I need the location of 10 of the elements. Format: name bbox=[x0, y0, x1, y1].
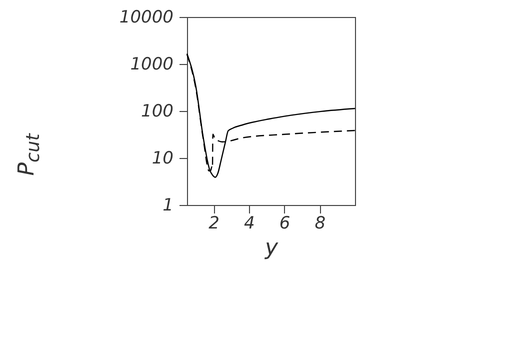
y-tick-label: 1000 bbox=[130, 54, 174, 74]
y-tick-label: 10000 bbox=[119, 8, 174, 28]
x-tick-label: 6 bbox=[279, 214, 290, 234]
x-axis-title: y bbox=[264, 236, 279, 260]
x-tick-label: 2 bbox=[208, 214, 220, 234]
x-tick-label: 8 bbox=[314, 214, 326, 234]
x-tick-label: 4 bbox=[244, 214, 255, 234]
y-tick-label: 10 bbox=[152, 148, 174, 168]
y-tick-label: 100 bbox=[141, 102, 174, 122]
y-tick-label: 1 bbox=[162, 196, 174, 216]
